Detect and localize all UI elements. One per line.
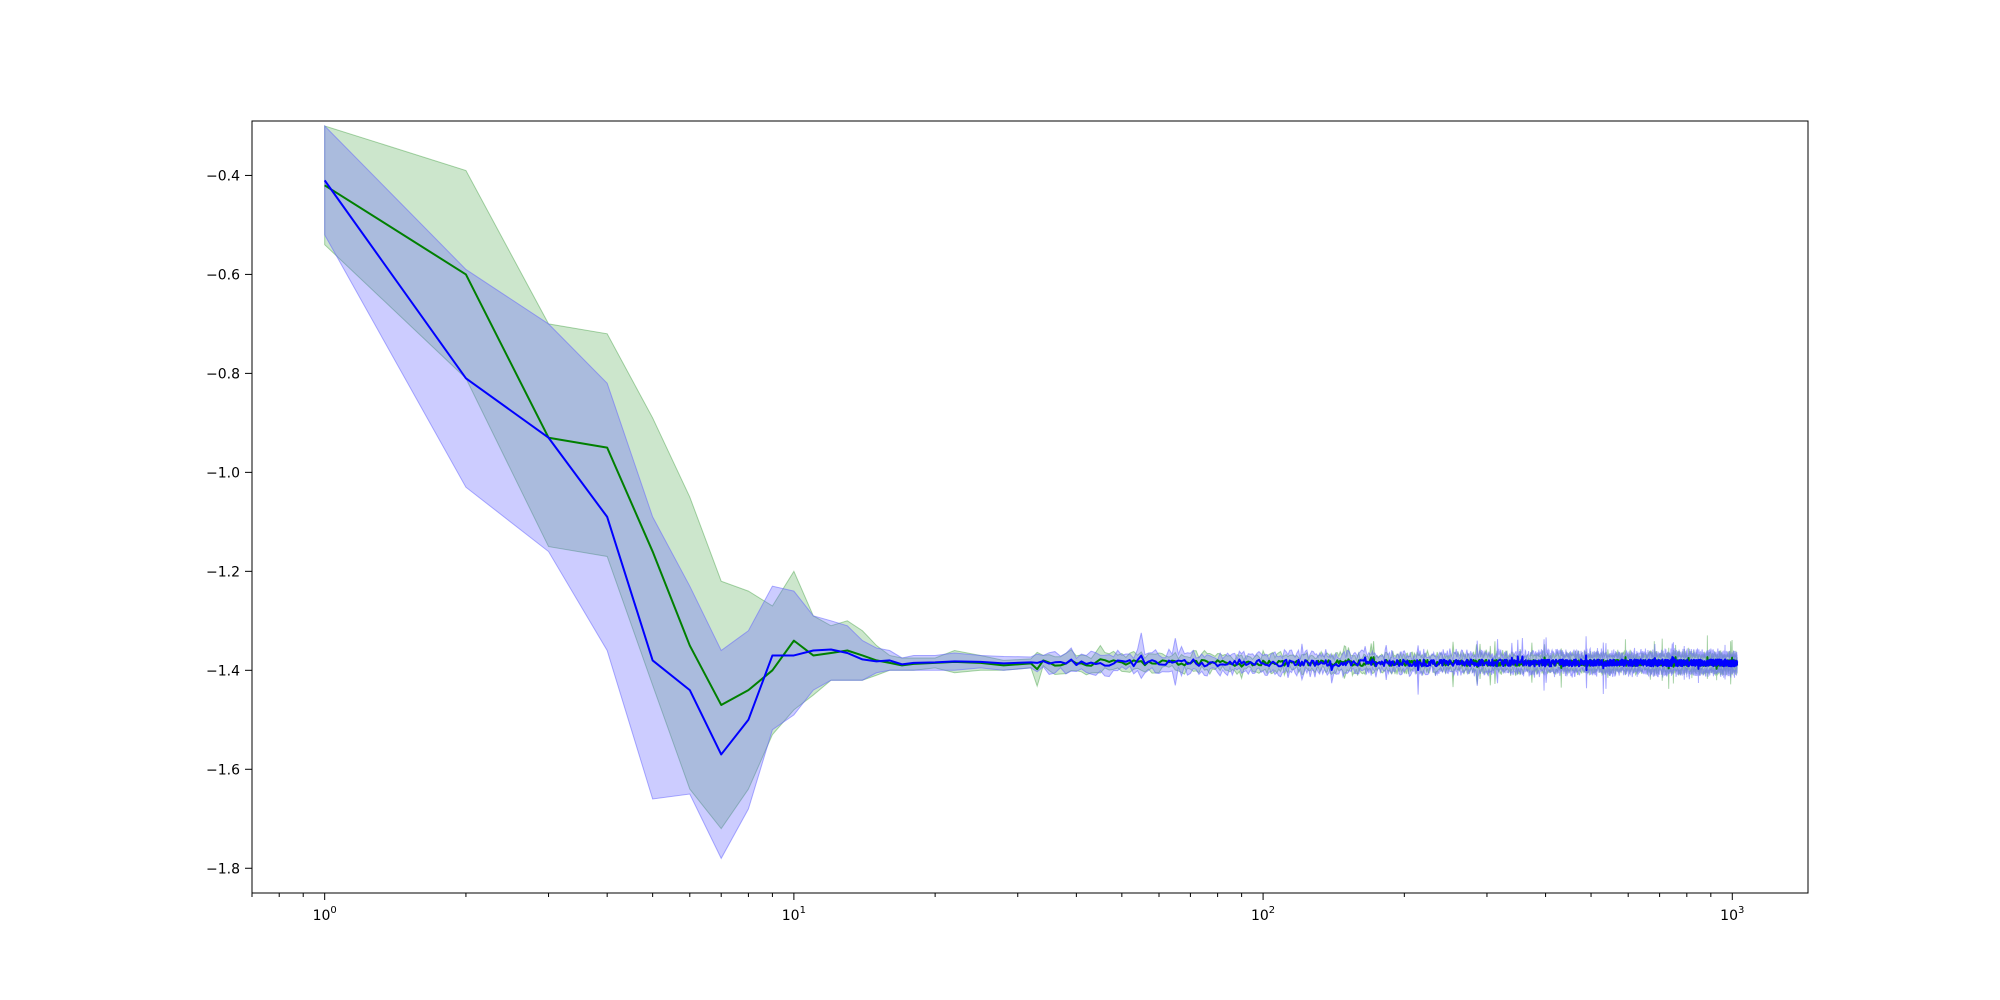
x-tick-label: 100: [313, 905, 337, 924]
x-axis: 100 101 102 103: [251, 893, 1744, 924]
x-tick-label-exponent: 0: [330, 905, 336, 916]
axes-frame: [251, 120, 1809, 894]
series-2-line: [323, 179, 1739, 756]
x-tick-label-base: 10: [782, 908, 800, 924]
y-tick-label: −1.2: [206, 564, 240, 580]
y-tick-label: −1.0: [206, 465, 240, 481]
plot-area: [323, 124, 1739, 860]
x-tick-label-base: 10: [313, 908, 331, 924]
x-tick-label-base: 10: [1720, 908, 1738, 924]
y-tick-label: −0.6: [206, 267, 240, 283]
y-tick-label: −1.8: [206, 861, 240, 877]
y-tick-label: −1.4: [206, 663, 240, 679]
x-tick-label: 102: [1251, 905, 1275, 924]
y-tick-label: −0.4: [206, 168, 240, 184]
y-tick-label: −1.6: [206, 762, 240, 778]
y-axis: −1.8 −1.6 −1.4 −1.2 −1.0 −0.8 −0.6 −0.4: [206, 168, 252, 877]
x-tick-label-exponent: 1: [800, 905, 806, 916]
x-tick-label: 101: [782, 905, 806, 924]
series-2-band: [324, 124, 1738, 860]
x-tick-label-exponent: 2: [1269, 905, 1275, 916]
x-tick-label: 103: [1720, 905, 1744, 924]
x-tick-label-base: 10: [1251, 908, 1269, 924]
y-tick-label: −0.8: [206, 366, 240, 382]
x-tick-label-exponent: 3: [1738, 905, 1744, 916]
